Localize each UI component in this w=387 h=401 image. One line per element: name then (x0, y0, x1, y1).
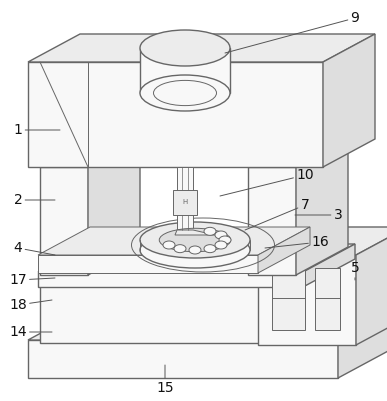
Ellipse shape (140, 222, 250, 258)
Polygon shape (175, 230, 215, 235)
Polygon shape (323, 34, 375, 167)
Text: 5: 5 (351, 261, 360, 280)
Polygon shape (88, 139, 140, 275)
Ellipse shape (140, 232, 250, 268)
Text: 15: 15 (156, 365, 174, 395)
Ellipse shape (189, 246, 201, 254)
Ellipse shape (215, 231, 227, 239)
Polygon shape (258, 227, 387, 255)
Ellipse shape (219, 236, 231, 244)
Text: 18: 18 (9, 298, 52, 312)
Ellipse shape (163, 241, 175, 249)
Polygon shape (40, 167, 88, 275)
Text: 16: 16 (265, 235, 329, 249)
Text: 4: 4 (14, 241, 55, 255)
Ellipse shape (204, 227, 216, 235)
Text: 3: 3 (295, 208, 342, 222)
Ellipse shape (204, 245, 216, 253)
Polygon shape (338, 312, 387, 378)
Polygon shape (28, 312, 387, 340)
Ellipse shape (140, 75, 230, 111)
Ellipse shape (159, 228, 231, 252)
Text: 2: 2 (14, 193, 55, 207)
Polygon shape (28, 34, 375, 62)
Polygon shape (40, 257, 352, 285)
Ellipse shape (174, 245, 186, 253)
Polygon shape (315, 268, 340, 330)
Polygon shape (173, 190, 197, 215)
Polygon shape (38, 272, 303, 287)
Polygon shape (38, 244, 355, 272)
Polygon shape (38, 255, 258, 273)
Polygon shape (28, 62, 323, 167)
Text: 7: 7 (245, 198, 309, 230)
Polygon shape (300, 257, 352, 343)
Polygon shape (296, 139, 348, 275)
Text: H: H (182, 199, 188, 205)
Polygon shape (272, 268, 305, 330)
Polygon shape (303, 244, 355, 287)
Polygon shape (38, 227, 310, 255)
Ellipse shape (140, 30, 230, 66)
Polygon shape (248, 167, 296, 275)
Polygon shape (40, 139, 140, 167)
Polygon shape (177, 167, 193, 230)
Text: 1: 1 (14, 123, 60, 137)
Ellipse shape (215, 241, 227, 249)
Polygon shape (140, 48, 230, 93)
Polygon shape (248, 139, 348, 167)
Text: 17: 17 (9, 273, 55, 287)
Polygon shape (40, 285, 300, 343)
Text: 9: 9 (225, 11, 360, 53)
Polygon shape (356, 227, 387, 345)
Text: 10: 10 (220, 168, 314, 196)
Polygon shape (258, 227, 310, 273)
Polygon shape (258, 255, 356, 345)
Polygon shape (28, 340, 338, 378)
Text: 14: 14 (9, 325, 52, 339)
